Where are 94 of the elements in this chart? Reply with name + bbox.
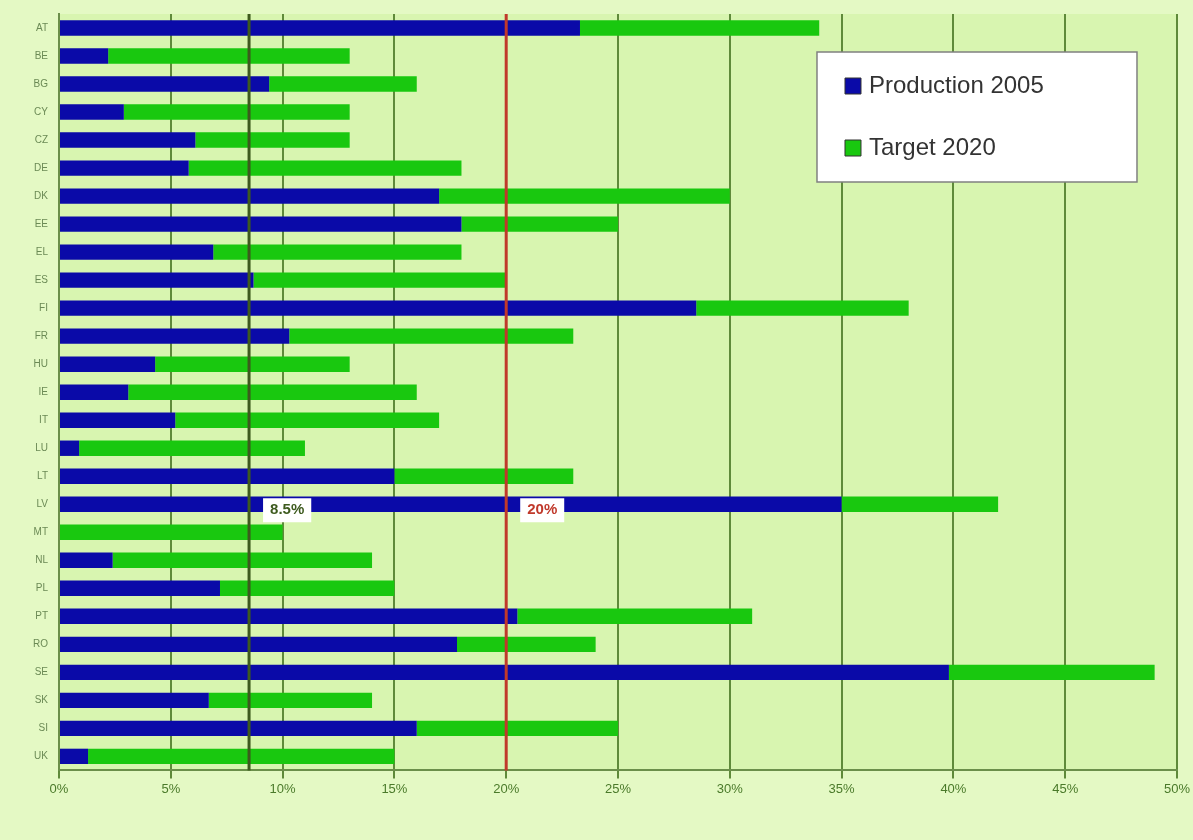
x-tick-label: 5% <box>161 780 181 796</box>
bar <box>60 748 89 765</box>
y-tick-label: ES <box>34 273 49 285</box>
y-tick-label: IE <box>38 385 49 397</box>
bar <box>213 244 462 260</box>
bar <box>208 692 373 709</box>
bar <box>60 636 458 653</box>
bar <box>517 608 753 625</box>
bar <box>579 20 820 36</box>
bar <box>60 412 176 428</box>
y-tick-label: EL <box>35 245 49 257</box>
bar <box>457 636 596 653</box>
y-tick-label: MT <box>33 526 48 538</box>
bar <box>269 76 417 92</box>
bar <box>60 664 949 681</box>
x-tick-label: 50% <box>1163 780 1191 796</box>
x-tick-label: 25% <box>604 780 632 796</box>
x-tick-label: 15% <box>381 780 408 796</box>
y-tick-label: NL <box>35 554 49 566</box>
y-tick-label: PL <box>35 582 49 594</box>
bar <box>188 160 462 176</box>
y-tick-label: PT <box>35 610 48 622</box>
bar <box>253 272 507 288</box>
bar <box>60 132 196 148</box>
bar <box>60 552 113 568</box>
bar <box>123 104 350 120</box>
y-tick-label: HU <box>33 357 48 369</box>
bar <box>60 300 697 316</box>
bar <box>461 216 618 232</box>
bar <box>948 664 1155 681</box>
y-tick-label: UK <box>34 750 49 762</box>
x-tick-label: 20% <box>493 780 520 796</box>
bar <box>60 580 220 597</box>
bar <box>60 272 254 288</box>
y-tick-label: FR <box>34 329 48 341</box>
bar <box>60 104 124 120</box>
x-tick-label: 35% <box>828 780 856 796</box>
bar <box>60 692 209 709</box>
y-tick-label: SI <box>38 722 48 734</box>
bar <box>416 720 618 737</box>
bar <box>128 384 417 400</box>
bar <box>60 48 109 64</box>
x-tick-label: 0% <box>49 780 69 796</box>
y-tick-label: SK <box>34 694 49 706</box>
bar <box>60 328 290 344</box>
bar <box>60 384 129 400</box>
y-tick-label: DK <box>34 189 49 201</box>
bar <box>108 48 350 64</box>
bar <box>219 580 395 597</box>
bar <box>175 412 440 428</box>
bar <box>88 748 395 765</box>
y-tick-label: IT <box>39 413 48 425</box>
bar <box>60 468 395 484</box>
bar <box>155 356 350 372</box>
bar <box>195 132 350 148</box>
y-tick-label: EE <box>34 217 49 229</box>
legend-label: Production 2005 <box>868 70 1044 98</box>
bar <box>60 20 580 36</box>
bar <box>841 496 999 512</box>
bar <box>289 328 574 344</box>
y-tick-label: RO <box>33 638 49 650</box>
bar <box>60 216 462 232</box>
bar <box>439 188 730 204</box>
bar <box>60 160 189 176</box>
bar <box>79 440 305 456</box>
legend-label: Target 2020 <box>868 132 996 160</box>
bar <box>60 608 518 625</box>
y-tick-label: DE <box>34 161 49 173</box>
bar <box>60 440 80 456</box>
y-tick-label: BE <box>34 49 49 61</box>
bar <box>60 524 283 540</box>
bar <box>60 356 156 372</box>
x-tick-label: 30% <box>716 780 744 796</box>
bar <box>696 300 909 316</box>
bar <box>60 244 214 260</box>
bar <box>60 76 270 92</box>
y-tick-label: LT <box>37 469 48 481</box>
y-tick-label: LV <box>36 498 49 510</box>
bar <box>112 552 373 568</box>
y-tick-label: BG <box>33 77 49 89</box>
ref-line-label: 8.5% <box>270 500 305 518</box>
bar <box>60 720 417 737</box>
x-tick-label: 10% <box>269 780 297 796</box>
x-tick-label: 45% <box>1052 780 1079 796</box>
y-tick-label: AT <box>35 21 48 33</box>
ref-line-label: 20% <box>527 500 558 518</box>
y-tick-label: SE <box>34 666 49 678</box>
bar <box>394 468 574 484</box>
y-tick-label: LU <box>35 441 48 453</box>
y-tick-label: CZ <box>34 133 48 145</box>
y-tick-label: FI <box>39 301 48 313</box>
y-tick-label: CY <box>34 105 49 117</box>
bar <box>60 188 440 204</box>
x-tick-label: 40% <box>940 780 967 796</box>
